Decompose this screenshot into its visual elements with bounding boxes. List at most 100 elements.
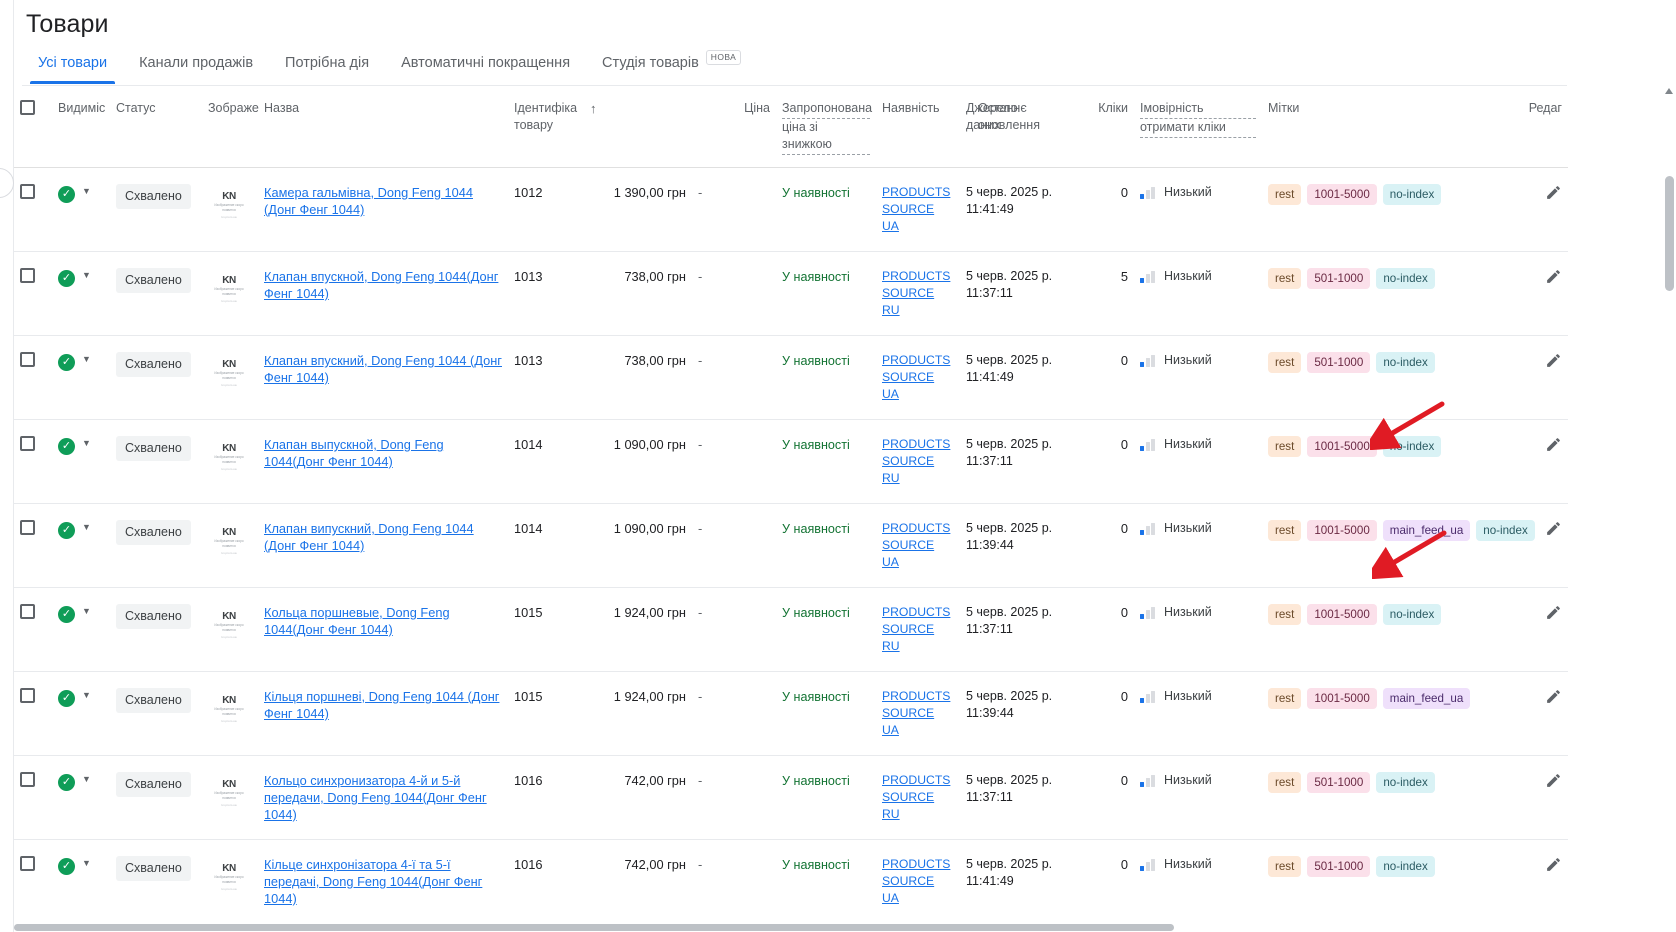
vertical-scrollbar-thumb[interactable] xyxy=(1665,176,1674,291)
row-edit-cell[interactable] xyxy=(1514,167,1568,252)
header-labels[interactable]: Мітки xyxy=(1262,86,1514,168)
product-name-link[interactable]: Кольца поршневые, Dong Feng 1044(Донг Фе… xyxy=(264,605,450,637)
product-name-link[interactable]: Клапан впускний, Dong Feng 1044 (Донг Фе… xyxy=(264,353,502,385)
source-link-line2[interactable]: SOURCE UA xyxy=(882,706,935,737)
header-probability[interactable]: Імовірність отримати кліки xyxy=(1134,86,1262,168)
row-visibility-cell[interactable]: ✓▼ xyxy=(52,671,110,756)
chevron-down-icon[interactable]: ▼ xyxy=(82,774,91,784)
row-visibility-cell[interactable]: ✓▼ xyxy=(52,587,110,672)
tag-chip[interactable]: rest xyxy=(1268,352,1302,373)
horizontal-scrollbar[interactable] xyxy=(14,923,1568,932)
tag-chip[interactable]: rest xyxy=(1268,436,1302,457)
tag-chip[interactable]: rest xyxy=(1268,772,1302,793)
source-link-line1[interactable]: PRODUCTS xyxy=(882,185,951,199)
tag-chip[interactable]: 501-1000 xyxy=(1307,268,1371,289)
tag-chip[interactable]: 501-1000 xyxy=(1307,856,1371,877)
row-select-cell[interactable] xyxy=(14,839,52,924)
header-select-all[interactable] xyxy=(14,86,52,168)
horizontal-scrollbar-thumb[interactable] xyxy=(14,924,1174,931)
tag-chip[interactable]: rest xyxy=(1268,520,1302,541)
row-select-cell[interactable] xyxy=(14,335,52,420)
chevron-down-icon[interactable]: ▼ xyxy=(82,858,91,868)
row-edit-cell[interactable] xyxy=(1514,839,1568,924)
tag-chip[interactable]: rest xyxy=(1268,268,1302,289)
header-status[interactable]: Статус xyxy=(110,86,202,168)
tag-chip[interactable]: no-index xyxy=(1376,352,1435,373)
source-link-line1[interactable]: PRODUCTS xyxy=(882,689,951,703)
edit-pencil-icon[interactable] xyxy=(1545,772,1562,789)
row-edit-cell[interactable] xyxy=(1514,503,1568,588)
header-image[interactable]: Зображе xyxy=(202,86,259,168)
tag-chip[interactable]: rest xyxy=(1268,604,1302,625)
row-select-cell[interactable] xyxy=(14,419,52,504)
tag-chip[interactable]: no-index xyxy=(1382,604,1442,625)
row-select-cell[interactable] xyxy=(14,671,52,756)
chevron-down-icon[interactable]: ▼ xyxy=(82,186,91,196)
row-checkbox[interactable] xyxy=(20,520,35,535)
tab-4[interactable]: Студія товарів НОВА xyxy=(586,49,757,84)
source-link-line1[interactable]: PRODUCTS xyxy=(882,353,951,367)
row-edit-cell[interactable] xyxy=(1514,419,1568,504)
chevron-down-icon[interactable]: ▼ xyxy=(82,522,91,532)
source-link-line1[interactable]: PRODUCTS xyxy=(882,521,951,535)
source-link-line1[interactable]: PRODUCTS xyxy=(882,605,951,619)
source-link-line2[interactable]: SOURCE UA xyxy=(882,538,935,569)
source-link-line1[interactable]: PRODUCTS xyxy=(882,857,951,871)
row-visibility-cell[interactable]: ✓▼ xyxy=(52,335,110,420)
tag-chip[interactable]: rest xyxy=(1268,184,1302,205)
tag-chip[interactable]: 1001-5000 xyxy=(1307,604,1377,625)
header-availability[interactable]: Наявність xyxy=(876,86,960,168)
row-edit-cell[interactable] xyxy=(1514,755,1568,840)
edit-pencil-icon[interactable] xyxy=(1545,604,1562,621)
tag-chip[interactable]: 1001-5000 xyxy=(1307,520,1377,541)
edit-pencil-icon[interactable] xyxy=(1545,268,1562,285)
header-product-id[interactable]: Ідентифіка товару xyxy=(508,86,584,168)
tag-chip[interactable]: 1001-5000 xyxy=(1307,184,1377,205)
row-checkbox[interactable] xyxy=(20,856,35,871)
source-link-line1[interactable]: PRODUCTS xyxy=(882,773,951,787)
source-link-line2[interactable]: SOURCE RU xyxy=(882,454,935,485)
tab-1[interactable]: Канали продажів xyxy=(123,54,269,84)
tag-chip[interactable]: rest xyxy=(1268,856,1302,877)
edit-pencil-icon[interactable] xyxy=(1545,436,1562,453)
row-select-cell[interactable] xyxy=(14,251,52,336)
tag-chip[interactable]: no-index xyxy=(1476,520,1535,541)
row-visibility-cell[interactable]: ✓▼ xyxy=(52,503,110,588)
tag-chip[interactable]: main_feed_ua xyxy=(1382,520,1471,541)
scroll-up-arrow-icon[interactable] xyxy=(1665,88,1673,94)
chevron-down-icon[interactable]: ▼ xyxy=(82,606,91,616)
source-link-line2[interactable]: SOURCE RU xyxy=(882,622,935,653)
row-select-cell[interactable] xyxy=(14,755,52,840)
tab-0[interactable]: Усі товари xyxy=(22,54,123,84)
tag-chip[interactable]: main_feed_ua xyxy=(1382,688,1471,709)
row-checkbox[interactable] xyxy=(20,184,35,199)
row-select-cell[interactable] xyxy=(14,587,52,672)
product-name-link[interactable]: Клапан впускной, Dong Feng 1044(Донг Фен… xyxy=(264,269,499,301)
tag-chip[interactable]: 1001-5000 xyxy=(1307,688,1377,709)
source-link-line2[interactable]: SOURCE RU xyxy=(882,790,935,821)
product-name-link[interactable]: Клапан выпускной, Dong Feng 1044(Донг Фе… xyxy=(264,437,444,469)
tag-chip[interactable]: no-index xyxy=(1376,268,1435,289)
edit-pencil-icon[interactable] xyxy=(1545,352,1562,369)
source-link-line2[interactable]: SOURCE UA xyxy=(882,874,935,905)
header-clicks[interactable]: Кліки xyxy=(1088,86,1134,168)
edit-pencil-icon[interactable] xyxy=(1545,184,1562,201)
header-name[interactable]: Назва xyxy=(258,86,508,168)
row-visibility-cell[interactable]: ✓▼ xyxy=(52,839,110,924)
header-suggested-price[interactable]: Запропонована ціна зі знижкою xyxy=(776,86,876,168)
tab-2[interactable]: Потрібна дія xyxy=(269,54,385,84)
product-name-link[interactable]: Кільця поршневі, Dong Feng 1044 (Донг Фе… xyxy=(264,689,500,721)
tag-chip[interactable]: no-index xyxy=(1376,856,1435,877)
row-visibility-cell[interactable]: ✓▼ xyxy=(52,167,110,252)
tag-chip[interactable]: no-index xyxy=(1382,184,1442,205)
row-edit-cell[interactable] xyxy=(1514,335,1568,420)
header-source[interactable]: Джерело даних xyxy=(960,86,1088,168)
row-checkbox[interactable] xyxy=(20,688,35,703)
header-last-update[interactable]: Останнє оновлення xyxy=(978,100,1040,134)
